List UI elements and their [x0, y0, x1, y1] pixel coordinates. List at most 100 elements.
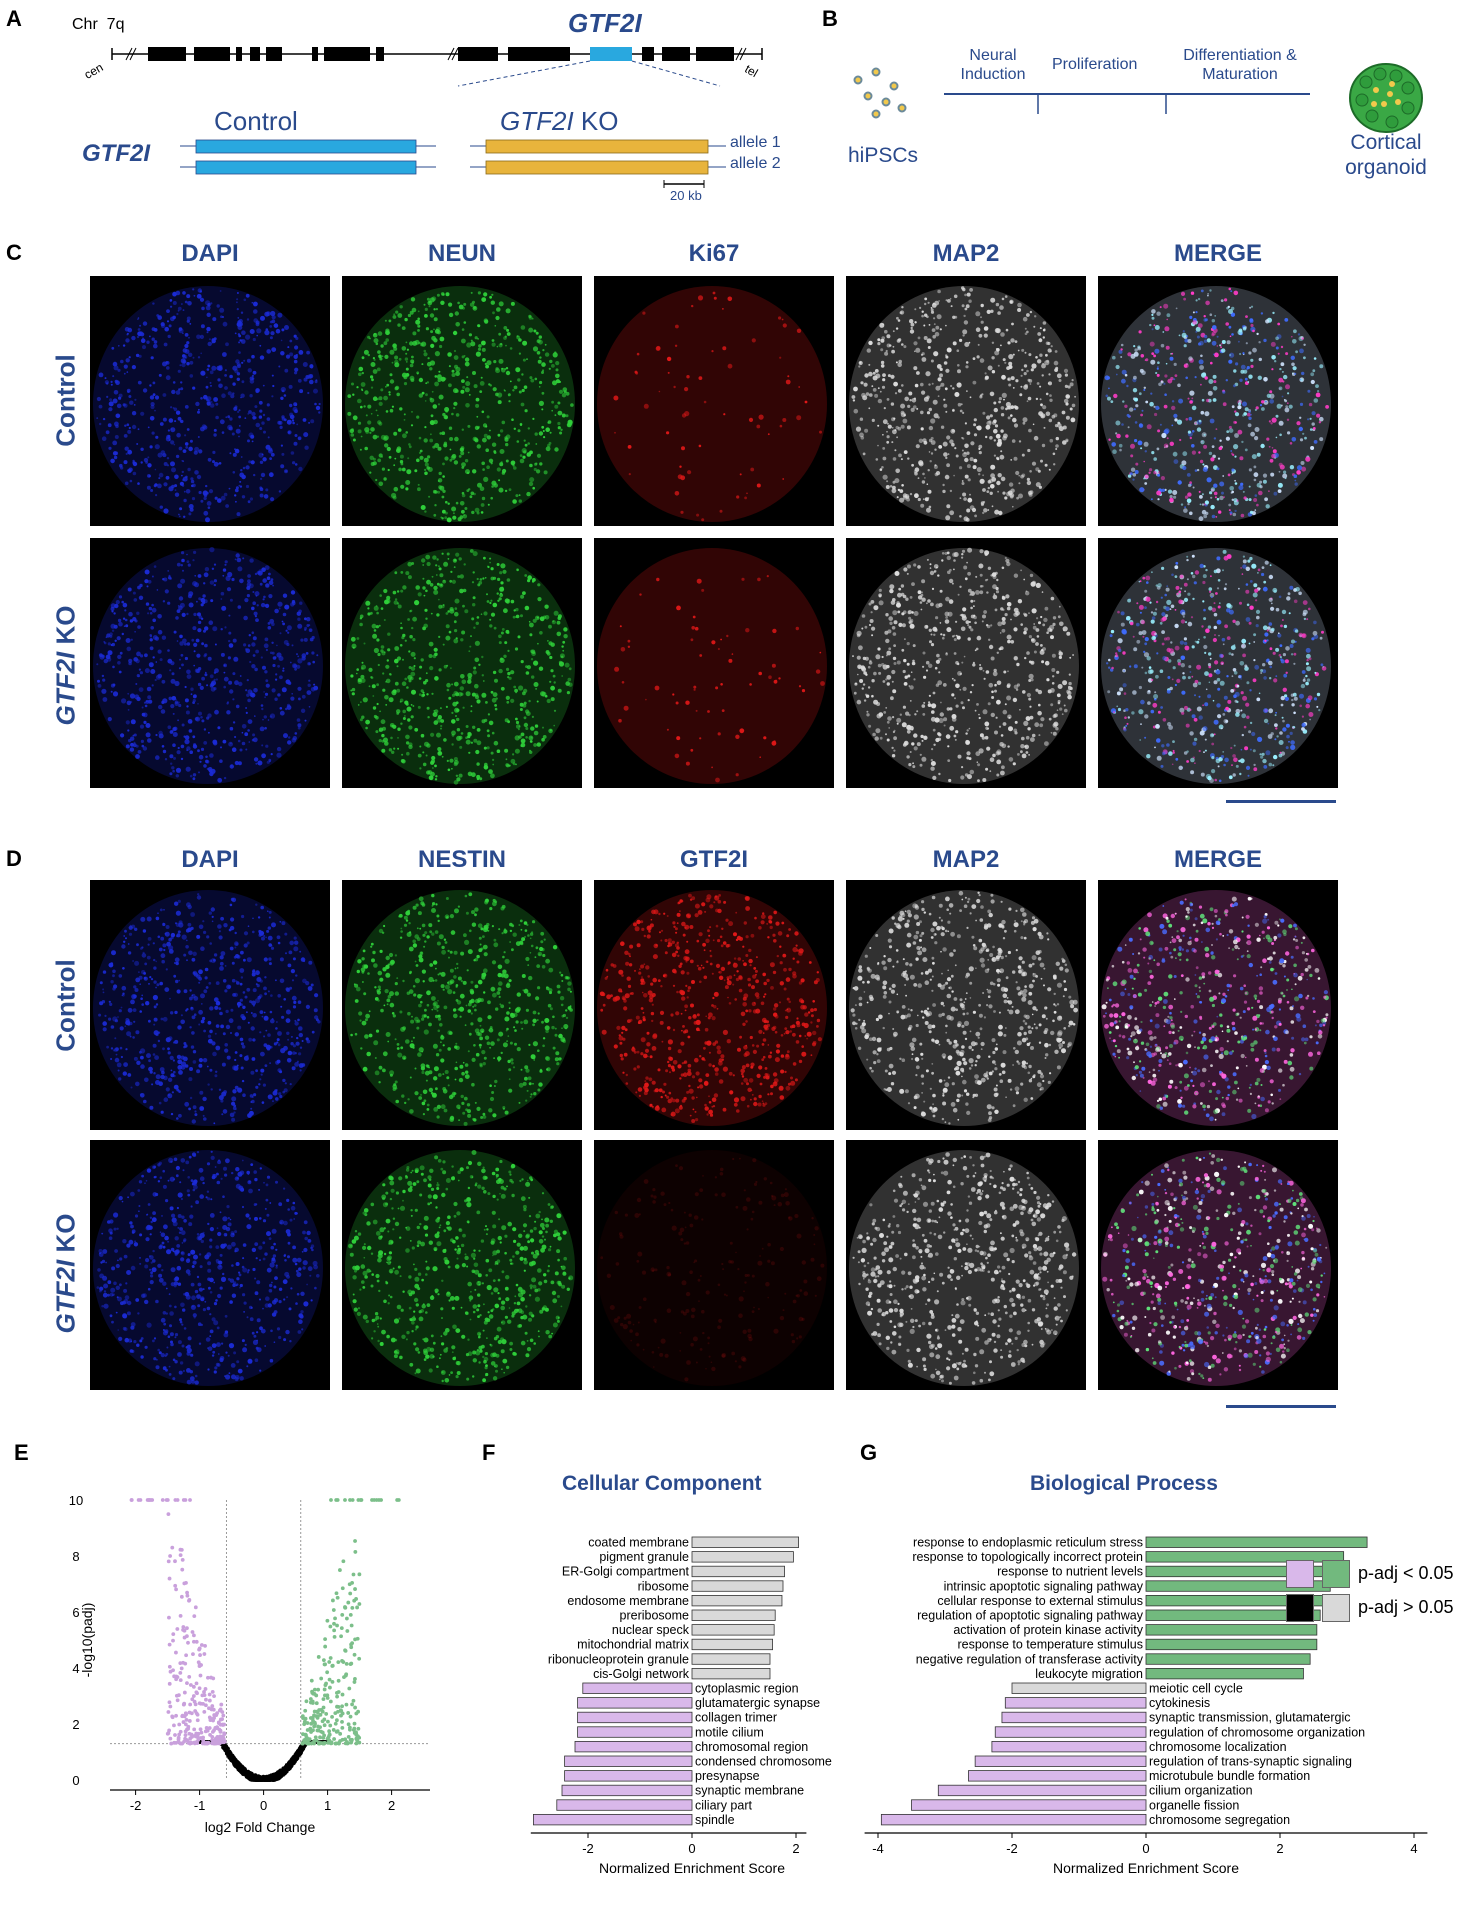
point: [336, 1678, 341, 1683]
point: [349, 1642, 353, 1647]
point: [192, 1699, 197, 1704]
micrograph-c-ki67-control: [594, 276, 834, 526]
y-tick-label: 2: [72, 1717, 79, 1732]
point: [315, 1728, 320, 1733]
point: [183, 1729, 188, 1734]
point: [344, 1661, 349, 1666]
point: [191, 1652, 195, 1657]
x-tick-label: 2: [1276, 1841, 1283, 1856]
point: [197, 1647, 201, 1652]
point: [184, 1580, 188, 1585]
point: [182, 1635, 187, 1640]
point: [202, 1689, 206, 1694]
point: [258, 1777, 262, 1781]
point: [327, 1732, 332, 1737]
point: [291, 1761, 296, 1765]
point: [312, 1720, 317, 1725]
point: [167, 1681, 172, 1686]
point: [310, 1715, 315, 1720]
point: [178, 1678, 183, 1683]
point: [175, 1698, 180, 1703]
y-tick-label: 6: [72, 1605, 79, 1620]
point: [169, 1741, 174, 1746]
point: [324, 1681, 328, 1686]
bar-label: response to nutrient levels: [997, 1565, 1143, 1579]
point: [165, 1731, 170, 1736]
point: [318, 1735, 322, 1740]
point: [167, 1700, 172, 1705]
point: [174, 1587, 178, 1592]
point: [168, 1554, 173, 1558]
legend-swatch-down-sig: [1286, 1560, 1314, 1588]
point: [346, 1711, 351, 1715]
point: [185, 1626, 189, 1631]
point: [206, 1675, 210, 1680]
point: [209, 1717, 214, 1721]
point: [357, 1602, 362, 1606]
point: [253, 1773, 258, 1777]
point: [372, 1498, 377, 1502]
point: [336, 1660, 341, 1664]
point: [207, 1692, 212, 1697]
point: [328, 1624, 333, 1629]
panel-letter-g: G: [860, 1440, 878, 1465]
point: [178, 1614, 183, 1618]
point: [194, 1681, 199, 1686]
point: [203, 1644, 207, 1648]
point: [180, 1557, 185, 1562]
point: [379, 1498, 383, 1502]
point: [171, 1638, 175, 1643]
point: [174, 1693, 179, 1698]
y-tick-label: 10: [69, 1493, 83, 1508]
allele-diagram: [180, 139, 726, 188]
bar: [691, 1653, 771, 1665]
point: [198, 1727, 203, 1732]
point: [170, 1545, 175, 1550]
bar: [577, 1697, 693, 1709]
point: [340, 1692, 345, 1697]
channel-label: Ki67: [688, 240, 740, 267]
point: [317, 1740, 321, 1745]
point: [350, 1498, 355, 1502]
point: [198, 1673, 203, 1678]
bar: [691, 1609, 776, 1621]
point: [188, 1741, 192, 1746]
bar: [691, 1580, 784, 1592]
bar-label: synaptic transmission, glutamatergic: [1149, 1711, 1350, 1725]
point: [340, 1612, 345, 1617]
point: [327, 1660, 332, 1664]
point: [346, 1734, 351, 1739]
point: [192, 1633, 196, 1638]
hipsc-label: hiPSCs: [848, 144, 919, 167]
point: [320, 1719, 325, 1724]
bar: [1145, 1624, 1318, 1636]
point: [207, 1726, 212, 1730]
point: [251, 1778, 255, 1782]
point: [339, 1713, 343, 1718]
point: [348, 1662, 353, 1667]
point: [335, 1623, 339, 1628]
micrograph-d-gtf2i-ko: [594, 1140, 834, 1390]
point: [309, 1721, 314, 1726]
stage-proliferation: Proliferation: [1052, 56, 1138, 73]
bar: [564, 1755, 693, 1767]
point: [201, 1740, 206, 1745]
bar-label: motile cilium: [695, 1725, 764, 1739]
point: [202, 1693, 207, 1698]
point: [178, 1729, 183, 1734]
point: [167, 1576, 172, 1581]
point: [330, 1598, 335, 1603]
ko-label: GTF2I KO: [500, 106, 619, 136]
point: [205, 1741, 209, 1746]
point: [208, 1732, 212, 1737]
bar-label: regulation of trans-synaptic signaling: [1149, 1755, 1352, 1769]
point: [199, 1730, 204, 1735]
point: [179, 1594, 184, 1599]
y-tick-label: 0: [72, 1773, 79, 1788]
point: [275, 1771, 280, 1775]
point: [335, 1595, 340, 1600]
point: [346, 1600, 351, 1605]
panel-letter-e: E: [14, 1440, 29, 1465]
x-tick-label: -2: [1006, 1841, 1018, 1856]
point: [166, 1512, 171, 1517]
